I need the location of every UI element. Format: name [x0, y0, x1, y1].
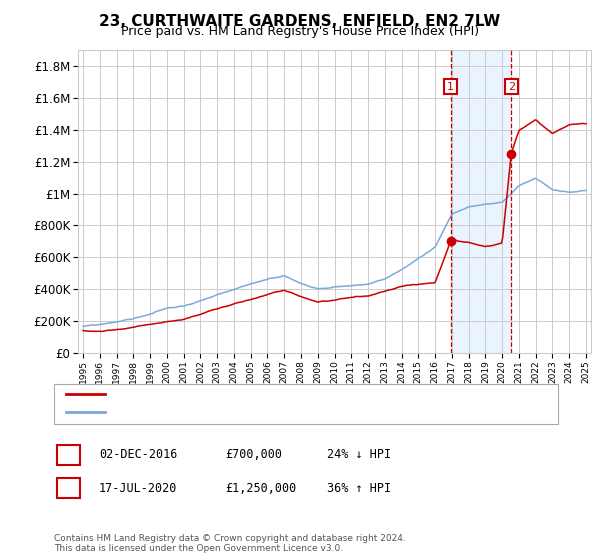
- Text: 23, CURTHWAITE GARDENS, ENFIELD, EN2 7LW (detached house): 23, CURTHWAITE GARDENS, ENFIELD, EN2 7LW…: [111, 389, 476, 399]
- Text: HPI: Average price, detached house, Enfield: HPI: Average price, detached house, Enfi…: [111, 407, 356, 417]
- Text: 23, CURTHWAITE GARDENS, ENFIELD, EN2 7LW: 23, CURTHWAITE GARDENS, ENFIELD, EN2 7LW: [100, 14, 500, 29]
- Text: 1: 1: [447, 82, 454, 92]
- Text: 02-DEC-2016: 02-DEC-2016: [99, 448, 178, 461]
- Text: 2: 2: [508, 82, 515, 92]
- Text: 24% ↓ HPI: 24% ↓ HPI: [327, 448, 391, 461]
- Text: £1,250,000: £1,250,000: [225, 482, 296, 495]
- Text: £700,000: £700,000: [225, 448, 282, 461]
- Text: 36% ↑ HPI: 36% ↑ HPI: [327, 482, 391, 495]
- Text: 1: 1: [65, 448, 72, 461]
- Text: 2: 2: [65, 482, 72, 495]
- Text: 17-JUL-2020: 17-JUL-2020: [99, 482, 178, 495]
- Bar: [451, 50, 511, 353]
- Text: Contains HM Land Registry data © Crown copyright and database right 2024.
This d: Contains HM Land Registry data © Crown c…: [54, 534, 406, 553]
- Text: Price paid vs. HM Land Registry's House Price Index (HPI): Price paid vs. HM Land Registry's House …: [121, 25, 479, 38]
